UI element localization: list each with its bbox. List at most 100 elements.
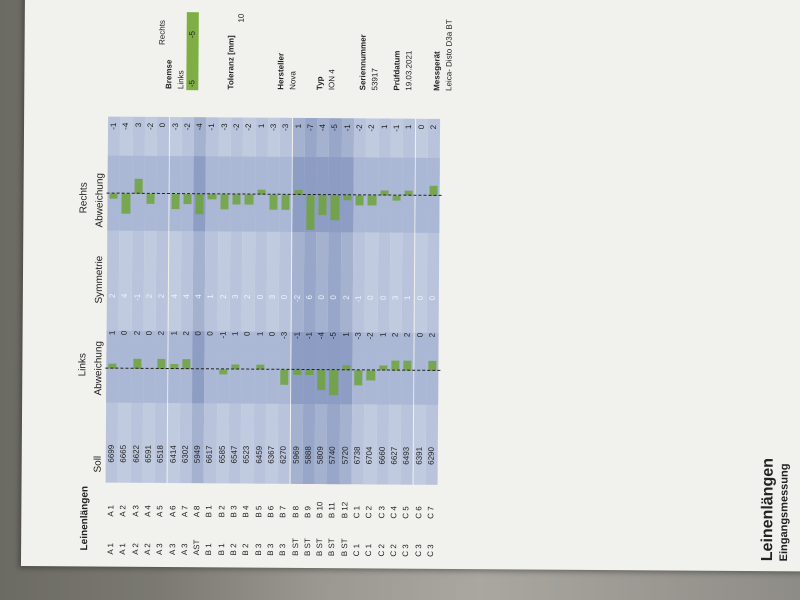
cell-symmetrie: -2	[292, 294, 302, 303]
cell-line: A 7	[180, 505, 190, 518]
messgeraet-value: Leica- Disto D3a BT	[444, 19, 454, 91]
cell-group: C 2	[388, 544, 399, 557]
cell-line: B 10	[315, 501, 325, 519]
report-title: Leinenlängen	[759, 458, 777, 562]
toleranz-value: 10	[236, 13, 246, 23]
cell-rechts: 3	[133, 122, 143, 128]
cell-line: B 9	[303, 505, 313, 519]
typ-value: ION 4	[327, 69, 337, 91]
cell-line: C 3	[376, 506, 386, 519]
cell-group: A 3	[155, 543, 165, 555]
bar-links	[292, 369, 302, 375]
cell-line: C 6	[413, 506, 423, 519]
cell-links: 1	[341, 332, 351, 337]
cell-line: A 2	[118, 505, 128, 517]
bar-rechts	[392, 195, 401, 201]
cell-links: 1	[255, 331, 265, 337]
cell-links: 0	[205, 331, 215, 336]
cell-symmetrie: 3	[390, 295, 400, 301]
cell-rechts: 1	[256, 123, 266, 129]
cell-symmetrie: 1	[206, 294, 216, 299]
seriennummer-value: 53917	[370, 68, 380, 91]
cell-line: A 3	[130, 505, 140, 517]
header-abweichung-rechts: Abweichung	[94, 173, 106, 228]
cell-links: 2	[132, 330, 142, 336]
cell-group: C 1	[364, 543, 374, 557]
cell-soll: 6704	[364, 446, 375, 465]
cell-rechts: 1	[379, 124, 389, 129]
cell-symmetrie: 4	[120, 293, 130, 299]
bar-rechts	[220, 194, 229, 210]
cell-rechts: -2	[367, 124, 377, 132]
cell-links: -3	[279, 331, 289, 339]
cell-symmetrie: 0	[366, 295, 376, 300]
cell-symmetrie: 3	[230, 294, 240, 299]
cell-group: A 2	[130, 543, 140, 555]
report-subtitle: Eingangsmessung	[778, 463, 791, 562]
bar-rechts	[343, 195, 352, 201]
cell-links: 0	[144, 330, 154, 336]
cell-line: C 5	[401, 506, 411, 519]
cell-links: 2	[427, 332, 437, 338]
cell-symmetrie: 4	[181, 294, 191, 299]
cell-group: B 1	[216, 543, 226, 556]
cell-group: A 1	[118, 543, 128, 555]
document-sheet: Leinenlängen Eingangsmessung Leinenlänge…	[73, 12, 800, 563]
bremse-rechts-label: Rechts	[157, 20, 167, 45]
bar-rechts	[232, 194, 241, 205]
cell-group: B ST	[315, 538, 325, 557]
cell-links: -1	[304, 331, 314, 340]
cell-rechts: -2	[232, 123, 242, 131]
seriennummer-label: Seriennummer	[358, 34, 368, 91]
cell-soll: 6391	[414, 446, 424, 465]
cell-rechts: -3	[281, 123, 291, 131]
cell-links: 1	[378, 332, 388, 337]
cell-group: C 2	[376, 544, 386, 557]
cell-group: B ST	[290, 538, 300, 556]
cell-symmetrie: 0	[316, 295, 326, 300]
cell-group: B ST	[302, 538, 312, 557]
cell-links: -4	[316, 332, 326, 340]
cell-rechts: -2	[182, 123, 192, 131]
cell-links: -1	[292, 331, 302, 340]
cell-rechts: -3	[268, 123, 278, 131]
cell-rechts: 1	[404, 124, 414, 130]
cell-symmetrie: 0	[255, 294, 265, 300]
cell-line: A 6	[167, 505, 177, 518]
header-leinenlaengen: Leinenlängen	[79, 485, 91, 551]
header-symmetrie: Symmetrie	[93, 255, 106, 304]
cell-line: B 5	[253, 505, 263, 518]
group-header-links: Links	[77, 353, 89, 377]
cell-soll: 6738	[352, 446, 362, 465]
cell-group: C 3	[401, 544, 411, 557]
group-header-rechts: Rechts	[78, 182, 90, 214]
cell-line: A 4	[143, 505, 153, 517]
cell-line: C 4	[389, 506, 399, 519]
cell-soll: 6660	[377, 446, 387, 465]
cell-symmetrie: 4	[169, 294, 179, 299]
cell-line: C 1	[352, 505, 362, 519]
bar-rechts	[281, 194, 291, 210]
bar-rechts	[306, 194, 315, 231]
cell-symmetrie: 0	[280, 294, 290, 300]
cell-symmetrie: 2	[218, 294, 228, 299]
cell-soll: 5720	[340, 446, 350, 465]
cell-soll: 6414	[168, 445, 178, 464]
cell-links: 0	[119, 330, 129, 336]
bar-links	[366, 370, 375, 381]
cell-links: 2	[390, 332, 400, 338]
hersteller-value: Nova	[288, 71, 298, 90]
bremse-rechts-value: -5	[187, 31, 197, 39]
cell-group: B 3	[265, 543, 276, 556]
messgeraet-label: Messgerät	[432, 51, 442, 91]
cell-soll: 5888	[303, 446, 313, 465]
cell-group: C 3	[413, 544, 423, 557]
cell-rechts: 0	[416, 124, 426, 130]
cell-links: 0	[415, 332, 425, 338]
cell-symmetrie: 4	[193, 294, 203, 299]
bar-rechts	[121, 193, 131, 214]
cell-rechts: -1	[391, 124, 401, 132]
cell-symmetrie: 2	[157, 293, 167, 299]
bar-rechts	[109, 193, 118, 199]
